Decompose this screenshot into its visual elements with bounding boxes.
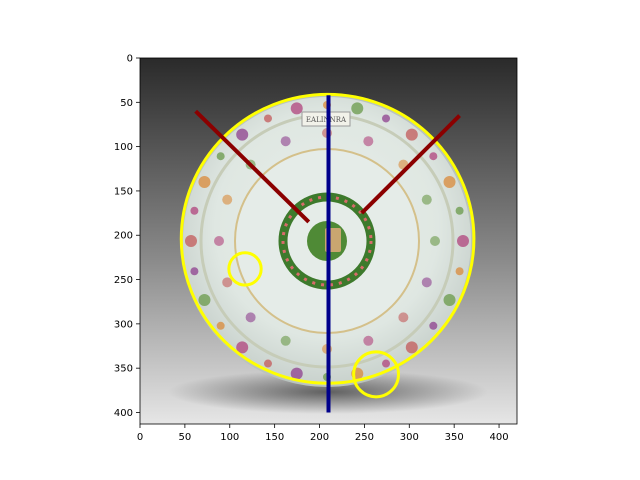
rim-decoration [263, 114, 272, 123]
x-tick-label: 350 [445, 432, 464, 443]
x-tick-label: 250 [355, 432, 374, 443]
rim-decoration [429, 321, 438, 330]
rim-decoration [236, 128, 249, 141]
rim-decoration [455, 206, 464, 215]
diagonal-line-right [360, 114, 461, 215]
rim-decoration [457, 235, 469, 247]
x-tick-label: 0 [137, 432, 143, 443]
well-decoration [363, 335, 374, 346]
rim-decoration [443, 294, 456, 307]
rim-decoration [198, 175, 211, 188]
rim-decoration [290, 102, 303, 115]
rim-decoration [190, 267, 199, 276]
well-decoration [421, 194, 432, 205]
rim-decoration [263, 359, 272, 368]
well-decoration [280, 335, 291, 346]
rim-decoration [216, 152, 225, 161]
rim-decoration [382, 114, 391, 123]
rim-decoration [190, 206, 199, 215]
well-decoration [222, 194, 233, 205]
y-tick-label: 50 [120, 98, 133, 109]
axes-frame [139, 57, 518, 425]
well-decoration [222, 277, 233, 288]
rim-decoration [405, 128, 418, 141]
x-tick-label: 200 [310, 432, 329, 443]
marker-circle-bottom [352, 350, 401, 399]
rim-decoration [443, 175, 456, 188]
well-decoration [430, 236, 440, 246]
marker-circle-left [227, 251, 263, 287]
x-tick-label: 400 [490, 432, 509, 443]
rim-decoration [236, 341, 249, 354]
x-tick-label: 150 [265, 432, 284, 443]
well-decoration [398, 312, 409, 323]
rim-decoration [382, 359, 391, 368]
diagonal-line-left [194, 109, 311, 224]
well-decoration [421, 277, 432, 288]
rim-decoration [216, 321, 225, 330]
x-tick-label: 300 [400, 432, 419, 443]
y-tick-label: 300 [114, 319, 133, 330]
x-tick-label: 50 [179, 432, 192, 443]
banner-text: EALINNRA [306, 116, 347, 124]
y-tick-label: 350 [114, 364, 133, 375]
y-tick-label: 100 [114, 142, 133, 153]
y-tick-label: 150 [114, 186, 133, 197]
well-decoration [214, 236, 224, 246]
well-decoration [280, 136, 291, 147]
rim-decoration [290, 367, 303, 380]
rim-decoration [351, 102, 364, 115]
rim-decoration [185, 235, 197, 247]
y-tick-label: 0 [127, 54, 133, 65]
rim-decoration [405, 341, 418, 354]
y-tick-label: 200 [114, 231, 133, 242]
y-axis: 0 50 100 150 200 250 300 350 400 [114, 54, 140, 419]
well-decoration [245, 312, 256, 323]
y-tick-label: 250 [114, 275, 133, 286]
rim-decoration [429, 152, 438, 161]
well-decoration [363, 136, 374, 147]
x-axis: 0 50 100 150 200 250 300 350 400 [137, 424, 509, 443]
y-tick-label: 400 [114, 408, 133, 419]
rim-decoration [198, 294, 211, 307]
annotation-overlay [179, 92, 476, 413]
x-tick-label: 100 [220, 432, 239, 443]
rim-decoration [455, 267, 464, 276]
